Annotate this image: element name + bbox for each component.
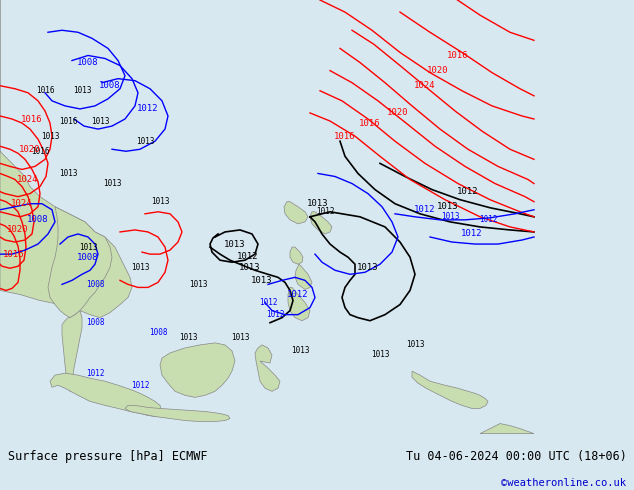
Text: 1016: 1016: [36, 86, 55, 95]
Text: 1012: 1012: [237, 252, 259, 261]
Text: 1013: 1013: [179, 333, 197, 343]
Polygon shape: [284, 202, 308, 224]
Text: 1012: 1012: [137, 104, 158, 113]
Text: 1024: 1024: [414, 81, 436, 90]
Polygon shape: [160, 343, 235, 397]
Text: 1013: 1013: [79, 243, 97, 251]
Text: 1016: 1016: [59, 117, 77, 125]
Text: 1020: 1020: [7, 225, 29, 234]
Polygon shape: [125, 405, 230, 421]
Text: 1013: 1013: [224, 240, 246, 248]
Text: 1020: 1020: [427, 66, 449, 75]
Text: 1012: 1012: [287, 290, 309, 299]
Text: 1013: 1013: [41, 132, 59, 141]
Text: 1008: 1008: [77, 58, 99, 67]
Text: 1012: 1012: [131, 381, 149, 390]
Text: 1008: 1008: [27, 215, 49, 224]
Text: 1013: 1013: [437, 202, 459, 211]
Polygon shape: [412, 371, 488, 409]
Polygon shape: [48, 207, 112, 318]
Polygon shape: [295, 264, 312, 290]
Text: Tu 04-06-2024 00:00 UTC (18+06): Tu 04-06-2024 00:00 UTC (18+06): [406, 450, 626, 463]
Text: 1008: 1008: [77, 253, 99, 262]
Polygon shape: [310, 212, 332, 234]
Polygon shape: [62, 311, 82, 392]
Text: 1012: 1012: [414, 205, 436, 214]
Text: 1024: 1024: [17, 175, 39, 184]
Text: 1016: 1016: [3, 249, 25, 259]
Text: 1013: 1013: [231, 333, 249, 343]
Text: 1016: 1016: [31, 147, 49, 156]
Text: 1013: 1013: [441, 212, 459, 221]
Polygon shape: [255, 345, 280, 392]
Text: 1012: 1012: [457, 187, 479, 196]
Text: 1008: 1008: [149, 328, 167, 337]
Text: 1008: 1008: [100, 81, 120, 90]
Text: 1013: 1013: [251, 276, 273, 285]
Text: 1013: 1013: [131, 263, 149, 272]
Text: 1012: 1012: [86, 368, 104, 378]
Text: 1008: 1008: [86, 318, 104, 327]
Polygon shape: [480, 423, 534, 434]
Polygon shape: [290, 247, 303, 264]
Polygon shape: [288, 288, 310, 320]
Text: 1013: 1013: [291, 346, 309, 355]
Text: 1012: 1012: [479, 215, 497, 224]
Polygon shape: [0, 0, 132, 318]
Text: 1013: 1013: [73, 86, 91, 95]
Text: 1012: 1012: [259, 298, 277, 307]
Polygon shape: [50, 373, 162, 416]
Text: 1020: 1020: [387, 108, 409, 118]
Text: 1013: 1013: [406, 341, 424, 349]
Text: 1012: 1012: [266, 310, 284, 319]
Text: 1013: 1013: [189, 280, 207, 289]
Text: 1016: 1016: [334, 132, 356, 141]
Text: 1024: 1024: [11, 199, 33, 208]
Text: 1013: 1013: [59, 169, 77, 178]
Text: 1013: 1013: [371, 350, 389, 360]
Text: ©weatheronline.co.uk: ©weatheronline.co.uk: [501, 478, 626, 488]
Text: Surface pressure [hPa] ECMWF: Surface pressure [hPa] ECMWF: [8, 450, 207, 463]
Text: 1016: 1016: [22, 115, 42, 123]
Text: 1013: 1013: [239, 263, 261, 272]
Text: 1013: 1013: [357, 263, 378, 272]
Text: 1013: 1013: [91, 117, 109, 125]
Text: 1016: 1016: [447, 51, 469, 60]
Text: 1013: 1013: [307, 199, 329, 208]
Text: 1020: 1020: [19, 145, 41, 154]
Text: 1012: 1012: [316, 207, 334, 216]
Text: 1012: 1012: [462, 229, 482, 239]
Text: 1008: 1008: [86, 280, 104, 289]
Text: 1016: 1016: [359, 119, 381, 127]
Text: 1013: 1013: [103, 179, 121, 188]
Text: 1013: 1013: [136, 137, 154, 146]
Text: 1013: 1013: [151, 197, 169, 206]
